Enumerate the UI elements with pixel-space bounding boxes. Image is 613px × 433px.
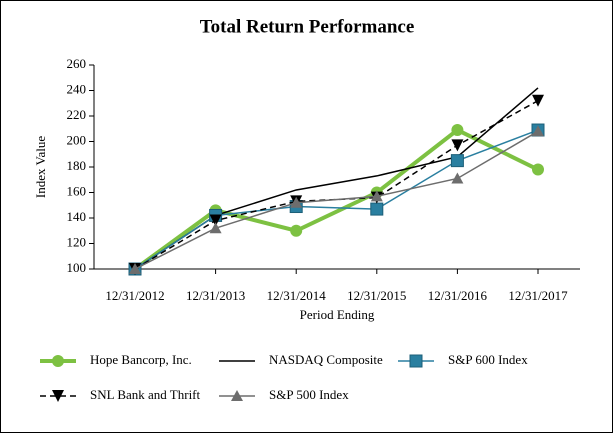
legend-label: Hope Bancorp, Inc. (90, 352, 192, 367)
data-point (451, 172, 464, 184)
y-tick-label: 260 (67, 56, 87, 71)
data-point (450, 154, 464, 168)
data-point (532, 163, 544, 176)
legend-label: S&P 600 Index (448, 352, 528, 367)
legend-label: NASDAQ Composite (269, 352, 383, 367)
y-tick-label: 180 (67, 158, 87, 173)
x-tick-label: 12/31/2016 (428, 288, 488, 303)
data-point (129, 263, 141, 274)
y-tick-label: 120 (67, 234, 87, 249)
x-tick-label: 12/31/2014 (267, 288, 327, 303)
legend-marker (52, 355, 64, 367)
legend-label: S&P 500 Index (269, 387, 349, 402)
y-tick-label: 220 (67, 107, 87, 122)
y-axis-label: Index Value (33, 136, 48, 198)
data-point (290, 224, 303, 237)
series-line (134, 130, 539, 270)
y-tick-label: 100 (67, 260, 87, 275)
y-tick-label: 240 (67, 81, 87, 96)
legend-label: SNL Bank and Thrift (90, 387, 201, 402)
data-point (370, 190, 383, 202)
series-line (133, 127, 539, 271)
x-tick-label: 12/31/2012 (105, 288, 164, 303)
data-point (370, 202, 384, 216)
y-tick-label: 140 (67, 209, 87, 224)
chart-title: Total Return Performance (200, 16, 415, 37)
data-point (451, 139, 464, 152)
legend-marker (231, 390, 243, 401)
data-point (209, 214, 222, 227)
x-tick-label: 12/31/2015 (347, 288, 406, 303)
data-point (290, 196, 303, 208)
data-point (532, 94, 544, 107)
y-tick-label: 200 (67, 132, 87, 147)
legend-marker (409, 354, 423, 368)
data-point (209, 222, 222, 234)
data-point (532, 125, 544, 137)
x-tick-label: 12/31/2013 (186, 288, 245, 303)
x-tick-label: 12/31/2017 (508, 288, 568, 303)
x-axis-label: Period Ending (300, 307, 375, 322)
series-line (134, 129, 539, 270)
legend-marker (52, 390, 64, 402)
y-tick-label: 160 (67, 183, 87, 198)
data-point (451, 124, 464, 137)
